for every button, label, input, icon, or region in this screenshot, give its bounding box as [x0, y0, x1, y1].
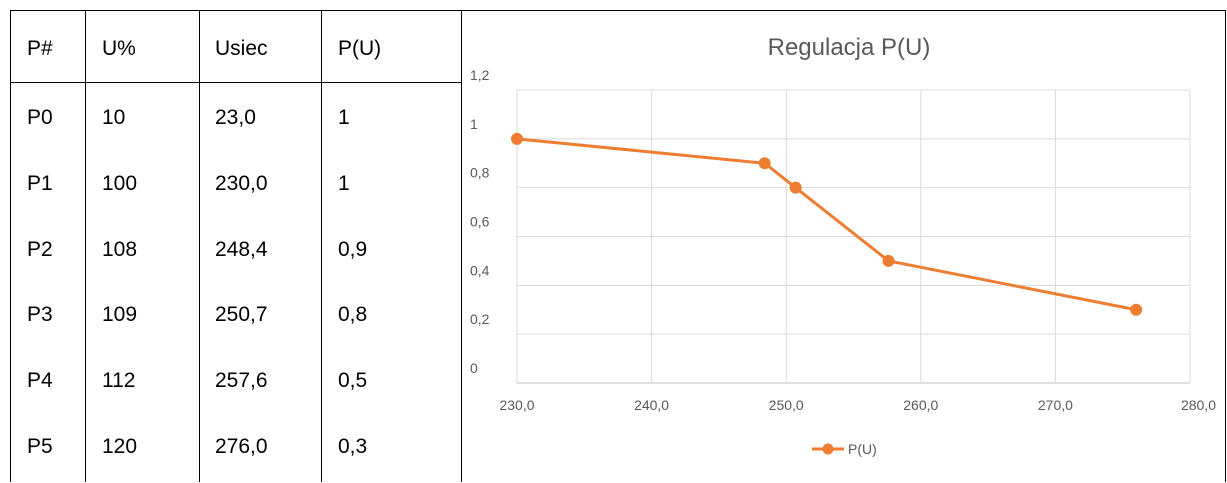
- cell-p-u: 1: [338, 172, 350, 195]
- table-divider-4: [461, 10, 462, 482]
- cell-usiec: 276,0: [215, 435, 268, 458]
- table-header-divider: [10, 82, 462, 83]
- cell-p-u: 0,9: [338, 238, 368, 261]
- legend-marker: [822, 443, 834, 455]
- y-tick-label: 1,2: [470, 67, 490, 83]
- header-u-percent: U%: [102, 37, 136, 60]
- table-divider-1: [85, 10, 86, 482]
- x-axis-tick-labels: 230,0 240,0 250,0 260,0 270,0 280,0: [499, 397, 1216, 413]
- cell-u-percent: 10: [102, 106, 126, 129]
- cell-p-u: 0,3: [338, 435, 368, 458]
- cell-point: P5: [27, 435, 53, 458]
- data-table: P# U% Usiec P(U) P0 10 23,0 1 P1 100 230…: [10, 10, 462, 482]
- cell-point: P1: [27, 172, 53, 195]
- table-border-top: [10, 10, 462, 11]
- cell-usiec: 248,4: [215, 238, 268, 261]
- series-line: [516, 137, 1137, 312]
- data-point: [882, 254, 895, 267]
- cell-usiec: 257,6: [215, 369, 268, 392]
- legend-label: P(U): [848, 441, 877, 457]
- chart-title: Regulacja P(U): [768, 34, 931, 61]
- cell-usiec: 230,0: [215, 172, 268, 195]
- header-point: P#: [27, 37, 53, 60]
- y-tick-label: 0,2: [470, 311, 490, 327]
- chart-legend: P(U): [812, 441, 877, 457]
- y-tick-label: 0,6: [470, 214, 490, 230]
- cell-u-percent: 120: [102, 435, 138, 458]
- chart-panel: Regulacja P(U) 0 0,2 0,4 0,6 0,8 1 1,2 230,0 24…: [462, 10, 1226, 482]
- cell-point: P0: [27, 106, 53, 129]
- table-divider-2: [199, 10, 200, 482]
- x-tick-label: 240,0: [634, 397, 669, 413]
- y-axis-tick-labels: 0 0,2 0,4 0,6 0,8 1 1,2: [470, 67, 490, 376]
- table-divider-3: [321, 10, 322, 482]
- chart-gridlines: [516, 89, 1191, 384]
- y-tick-label: 0,4: [470, 262, 490, 278]
- data-point: [511, 132, 523, 145]
- x-tick-label: 260,0: [903, 397, 938, 413]
- x-tick-label: 270,0: [1038, 397, 1073, 413]
- y-tick-label: 0: [470, 360, 478, 376]
- header-usiec: Usiec: [215, 37, 268, 60]
- data-point: [789, 181, 802, 194]
- data-point: [758, 157, 771, 170]
- cell-u-percent: 109: [102, 303, 138, 326]
- series-layer: [511, 132, 1143, 316]
- x-tick-label: 280,0: [1181, 397, 1216, 413]
- cell-p-u: 1: [338, 106, 350, 129]
- data-point: [1130, 303, 1143, 316]
- cell-p-u: 0,8: [338, 303, 368, 326]
- cell-p-u: 0,5: [338, 369, 368, 392]
- cell-u-percent: 112: [102, 369, 136, 392]
- y-tick-label: 1: [470, 116, 478, 132]
- cell-u-percent: 108: [102, 238, 138, 261]
- header-p-u: P(U): [338, 37, 382, 60]
- cell-point: P3: [27, 303, 53, 326]
- cell-u-percent: 100: [102, 172, 138, 195]
- x-tick-label: 230,0: [499, 397, 534, 413]
- y-tick-label: 0,8: [470, 165, 490, 181]
- cell-usiec: 250,7: [215, 303, 268, 326]
- x-tick-label: 250,0: [769, 397, 804, 413]
- table-border-left: [10, 10, 11, 482]
- cell-usiec: 23,0: [215, 106, 256, 129]
- cell-point: P2: [27, 238, 53, 261]
- line-chart: Regulacja P(U) 0 0,2 0,4 0,6 0,8 1 1,2 230,0 24…: [470, 34, 1216, 457]
- cell-point: P4: [27, 369, 53, 392]
